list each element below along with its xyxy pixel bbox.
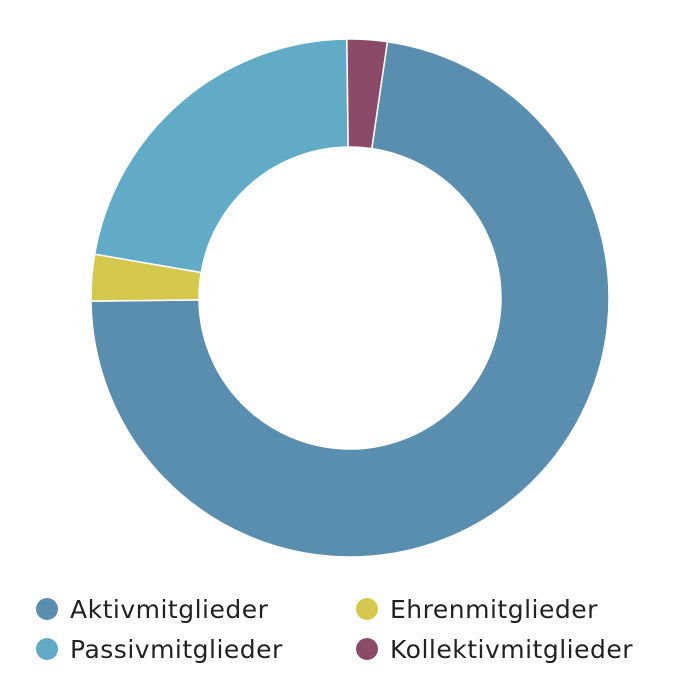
legend-item-kollektivmitglieder[interactable]: Kollektivmitglieder [356, 632, 676, 666]
donut-chart [90, 38, 610, 558]
legend-label-passivmitglieder: Passivmitglieder [70, 634, 283, 664]
slice-passivmitglieder[interactable] [93, 38, 349, 274]
slice-aktivmitglieder[interactable] [90, 40, 610, 558]
legend-swatch-kollektivmitglieder [356, 638, 378, 660]
legend-label-aktivmitglieder: Aktivmitglieder [70, 594, 269, 624]
slice-kollektivmitglieder[interactable] [346, 38, 389, 150]
legend-item-ehrenmitglieder[interactable]: Ehrenmitglieder [356, 592, 676, 626]
legend-swatch-ehrenmitglieder [356, 598, 378, 620]
legend-label-ehrenmitglieder: Ehrenmitglieder [390, 594, 598, 624]
legend-item-aktivmitglieder[interactable]: Aktivmitglieder [36, 592, 356, 626]
legend-label-kollektivmitglieder: Kollektivmitglieder [390, 634, 634, 664]
legend-item-passivmitglieder[interactable]: Passivmitglieder [36, 632, 356, 666]
legend-swatch-aktivmitglieder [36, 598, 58, 620]
legend: Aktivmitglieder Ehrenmitglieder Passivmi… [36, 592, 676, 666]
legend-swatch-passivmitglieder [36, 638, 58, 660]
